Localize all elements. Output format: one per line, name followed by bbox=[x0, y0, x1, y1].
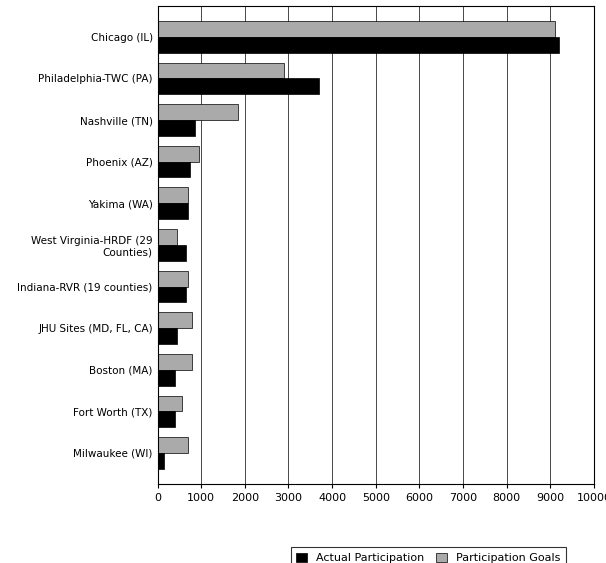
Bar bbox=[158, 287, 186, 302]
Bar bbox=[158, 453, 164, 469]
Bar bbox=[158, 412, 175, 427]
Bar bbox=[158, 21, 554, 37]
Bar bbox=[158, 312, 193, 328]
Bar bbox=[158, 328, 177, 344]
Bar bbox=[158, 120, 195, 136]
Bar bbox=[158, 146, 199, 162]
Bar bbox=[158, 104, 238, 120]
Bar bbox=[158, 37, 559, 53]
Bar bbox=[158, 370, 175, 386]
Bar bbox=[158, 229, 177, 245]
Bar bbox=[158, 162, 190, 177]
Bar bbox=[158, 245, 186, 261]
Bar bbox=[158, 396, 182, 412]
Bar bbox=[158, 203, 188, 219]
Bar bbox=[158, 354, 193, 370]
Bar bbox=[158, 62, 284, 78]
Bar bbox=[158, 437, 188, 453]
Bar bbox=[158, 271, 188, 287]
Bar bbox=[158, 78, 319, 94]
Bar bbox=[158, 187, 188, 203]
Legend: Actual Participation, Participation Goals: Actual Participation, Participation Goal… bbox=[291, 547, 565, 563]
